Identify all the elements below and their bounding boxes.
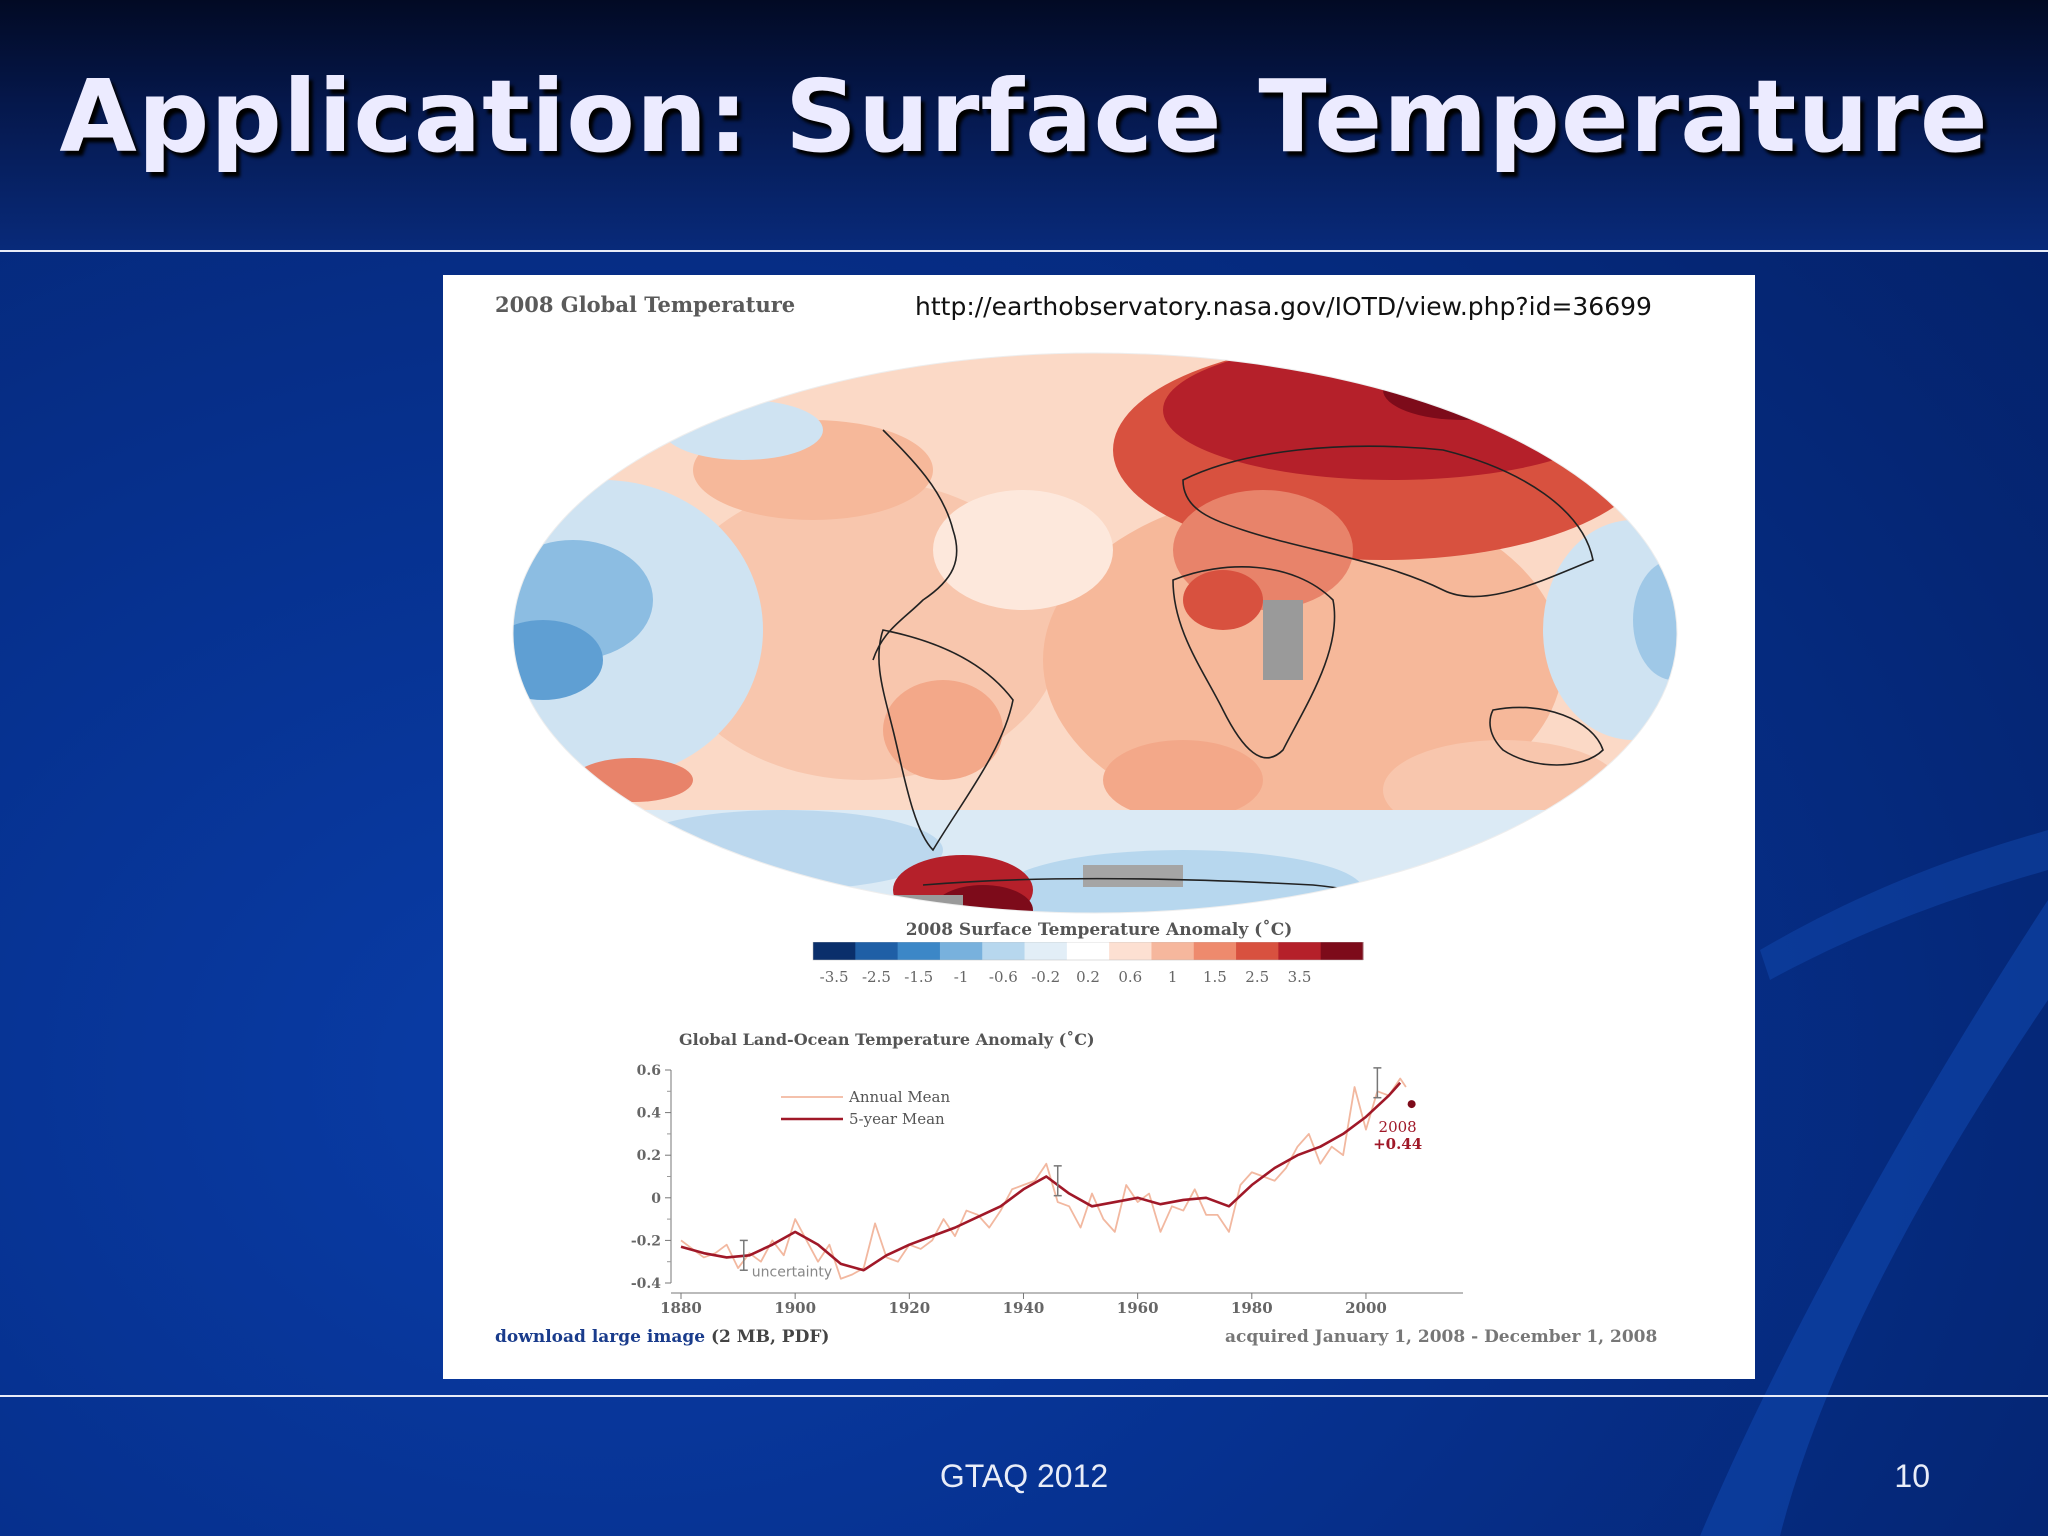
colorbar-tick-label: -3.5 <box>820 968 849 986</box>
colorbar-swatch <box>1236 942 1279 960</box>
y-tick-label: -0.4 <box>631 1276 661 1292</box>
point-value-label: +0.44 <box>1373 1135 1422 1153</box>
colorbar-swatch <box>813 942 856 960</box>
colorbar-swatch <box>897 942 941 960</box>
anomaly-line-chart: Global Land-Ocean Temperature Anomaly (˚… <box>631 1029 1463 1317</box>
download-link[interactable]: download large image (2 MB, PDF) <box>495 1327 829 1347</box>
colorbar-swatch <box>1024 942 1068 960</box>
colorbar-tick-label: 2.5 <box>1245 968 1269 986</box>
acquired-date: acquired January 1, 2008 - December 1, 2… <box>1225 1327 1658 1347</box>
source-url[interactable]: http://earthobservatory.nasa.gov/IOTD/vi… <box>915 292 1652 321</box>
point-year-label: 2008 <box>1379 1118 1417 1136</box>
colorbar-swatch <box>855 942 899 960</box>
uncertainty-label: uncertainty <box>752 1265 832 1281</box>
colorbar-swatch <box>1151 942 1195 960</box>
chart-title: Global Land-Ocean Temperature Anomaly (˚… <box>679 1029 1095 1049</box>
colorbar-tick-label: -1.5 <box>904 968 933 986</box>
colorbar-title: 2008 Surface Temperature Anomaly (˚C) <box>905 920 1293 940</box>
x-tick-label: 1980 <box>1231 1299 1273 1317</box>
colorbar-swatch <box>1320 942 1364 960</box>
colorbar-tick-label: 1.5 <box>1203 968 1227 986</box>
download-link-label[interactable]: download large image <box>495 1327 706 1347</box>
point-2008 <box>1407 1100 1416 1109</box>
footer-label: GTAQ 2012 <box>939 1458 1109 1494</box>
x-tick-label: 1960 <box>1117 1299 1159 1317</box>
world-anomaly-map <box>512 352 1678 914</box>
legend-label: Annual Mean <box>848 1088 951 1106</box>
colorbar-tick-label: 3.5 <box>1288 968 1312 986</box>
legend-label: 5-year Mean <box>849 1110 945 1128</box>
x-tick-label: 2000 <box>1345 1299 1387 1317</box>
colorbar-swatch <box>1278 942 1322 960</box>
x-tick-label: 1900 <box>774 1299 816 1317</box>
colorbar-tick-label: -1 <box>954 968 969 986</box>
y-tick-label: -0.2 <box>631 1233 661 1249</box>
colorbar-tick-label: -2.5 <box>862 968 891 986</box>
y-tick-label: 0.4 <box>637 1106 662 1122</box>
colorbar-tick-label: -0.2 <box>1031 968 1060 986</box>
slide-title: Application: Surface Temperature <box>59 58 1989 175</box>
title-band <box>0 0 2048 250</box>
page-number: 10 <box>1894 1458 1930 1494</box>
top-divider <box>0 250 2048 252</box>
temperature-figure: 2008 Global Temperature http://earthobse… <box>443 275 1755 1379</box>
colorbar-tick-label: -0.6 <box>989 968 1018 986</box>
colorbar-swatch <box>1193 942 1237 960</box>
x-tick-label: 1880 <box>660 1299 702 1317</box>
y-tick-label: 0 <box>651 1191 661 1207</box>
colorbar: -3.5 -2.5 -1.5 -1 -0.6 -0.2 0.2 0.6 1 1.5 2.5 3.5 <box>812 942 1364 986</box>
y-tick-label: 0.2 <box>637 1148 661 1164</box>
y-tick-label: 0.6 <box>637 1063 661 1079</box>
series-5yr-mean-line <box>680 1081 1402 1272</box>
x-tick-label: 1920 <box>888 1299 930 1317</box>
colorbar-tick-label: 0.2 <box>1076 968 1100 986</box>
colorbar-tick-label: 0.6 <box>1118 968 1142 986</box>
colorbar-swatch <box>939 942 983 960</box>
colorbar-tick-label: 1 <box>1168 968 1178 986</box>
figure-heading: 2008 Global Temperature <box>495 292 796 317</box>
colorbar-swatch <box>1109 942 1152 960</box>
download-size: (2 MB, PDF) <box>710 1327 830 1347</box>
colorbar-swatch <box>1066 942 1110 960</box>
bottom-divider <box>0 1395 2048 1397</box>
colorbar-swatch <box>982 942 1026 960</box>
x-tick-label: 1940 <box>1003 1299 1045 1317</box>
